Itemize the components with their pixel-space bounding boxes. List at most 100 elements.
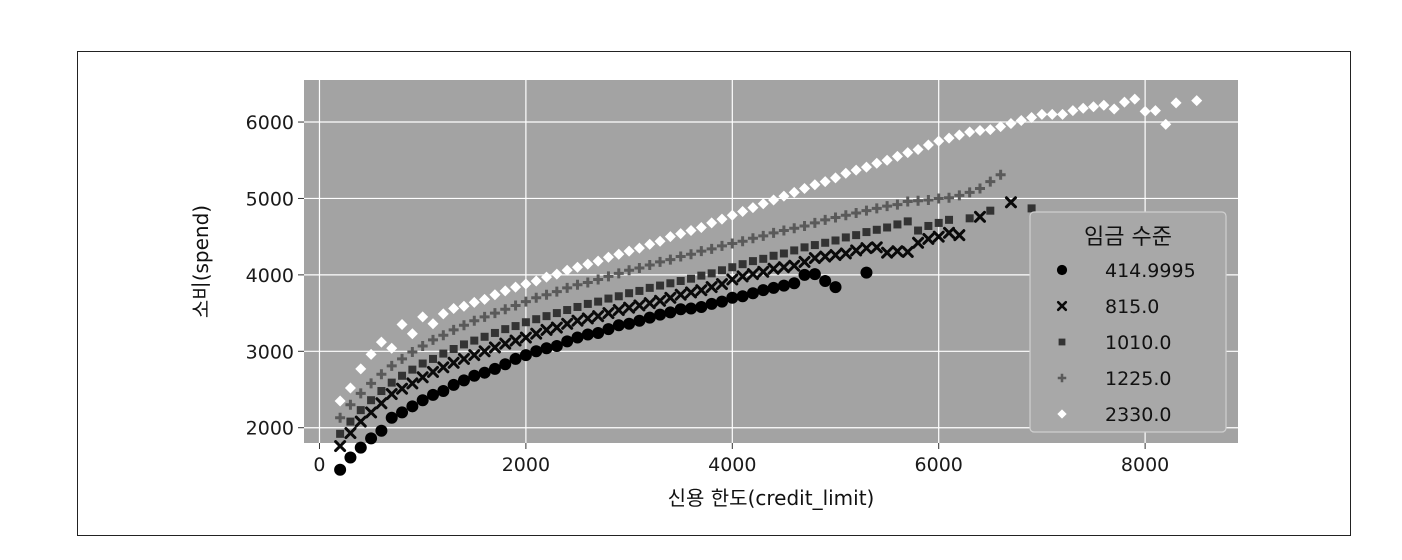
data-point xyxy=(819,176,831,188)
data-point xyxy=(1098,99,1110,111)
data-point xyxy=(687,274,696,283)
data-point xyxy=(563,306,572,315)
data-point xyxy=(674,303,687,316)
data-point xyxy=(860,242,873,255)
data-points xyxy=(334,93,1203,476)
data-point xyxy=(448,302,460,314)
data-point xyxy=(561,264,573,276)
data-point xyxy=(717,266,726,275)
data-point xyxy=(923,194,934,205)
data-point xyxy=(417,311,429,323)
data-point xyxy=(665,254,676,265)
data-point xyxy=(778,190,790,202)
data-point xyxy=(552,309,561,318)
data-point xyxy=(365,406,378,419)
data-point xyxy=(790,246,799,255)
data-point xyxy=(478,366,491,379)
data-point xyxy=(438,330,449,341)
data-point xyxy=(396,382,409,395)
data-point xyxy=(737,205,749,217)
data-point xyxy=(1036,108,1048,120)
legend-item: 1010.0 xyxy=(1058,332,1171,354)
data-point xyxy=(901,245,914,258)
data-point xyxy=(612,319,625,332)
data-point xyxy=(437,308,449,320)
data-point xyxy=(830,172,842,184)
data-point xyxy=(726,291,739,304)
data-point xyxy=(602,251,614,263)
data-point xyxy=(334,463,347,476)
data-point xyxy=(583,299,592,308)
data-point xyxy=(933,135,945,147)
data-point xyxy=(934,218,943,227)
data-point xyxy=(727,238,738,249)
data-point xyxy=(945,215,954,224)
data-point xyxy=(459,340,468,349)
series-0 xyxy=(334,266,873,476)
data-point xyxy=(385,388,398,401)
data-point xyxy=(1129,93,1141,105)
data-point xyxy=(757,198,769,210)
data-point xyxy=(510,281,522,293)
data-point xyxy=(489,308,500,319)
data-point xyxy=(355,388,366,399)
data-point xyxy=(840,167,852,179)
data-point xyxy=(954,190,965,201)
data-point xyxy=(922,139,934,151)
data-point xyxy=(541,271,553,283)
data-point xyxy=(769,251,778,260)
data-point xyxy=(439,349,448,358)
data-point xyxy=(767,262,780,275)
data-point xyxy=(924,221,933,230)
data-point xyxy=(799,183,811,195)
y-tick-label: 5000 xyxy=(246,188,294,210)
data-point xyxy=(635,286,644,295)
data-point xyxy=(623,317,636,330)
data-point xyxy=(387,378,396,387)
legend-label: 1225.0 xyxy=(1105,368,1171,390)
legend-marker xyxy=(1057,409,1067,419)
data-point xyxy=(416,371,429,384)
data-point xyxy=(562,282,573,293)
legend-label: 414.9995 xyxy=(1105,260,1196,282)
data-point xyxy=(581,328,594,341)
data-point xyxy=(520,278,532,290)
data-point xyxy=(1015,115,1027,127)
data-point xyxy=(592,255,604,267)
data-point xyxy=(715,278,728,291)
data-point xyxy=(872,225,881,234)
data-point xyxy=(788,186,800,198)
data-point xyxy=(674,288,687,301)
data-point xyxy=(634,262,645,273)
data-point xyxy=(582,258,594,270)
data-point xyxy=(860,161,872,173)
data-point xyxy=(449,345,458,354)
x-tick-label: 4000 xyxy=(708,454,756,476)
data-point xyxy=(706,243,717,254)
data-point xyxy=(808,252,821,265)
data-point xyxy=(468,369,481,382)
data-point xyxy=(448,324,459,335)
y-tick-label: 3000 xyxy=(246,341,294,363)
data-point xyxy=(532,315,541,324)
data-point xyxy=(747,202,759,214)
data-point xyxy=(1026,111,1038,123)
data-point xyxy=(602,323,615,336)
data-point xyxy=(1191,95,1203,107)
legend-item: 1225.0 xyxy=(1057,368,1171,390)
data-point xyxy=(478,345,491,358)
data-point xyxy=(571,331,584,344)
data-point xyxy=(716,240,727,251)
data-point xyxy=(902,147,914,159)
data-point xyxy=(654,308,667,321)
data-point xyxy=(447,356,460,369)
data-point xyxy=(397,353,408,364)
data-point xyxy=(974,124,986,136)
data-point xyxy=(499,337,512,350)
data-point xyxy=(519,349,532,362)
data-point xyxy=(819,250,832,263)
data-point xyxy=(427,318,439,330)
data-point xyxy=(457,374,470,387)
data-point xyxy=(943,226,956,239)
data-point xyxy=(716,213,728,225)
